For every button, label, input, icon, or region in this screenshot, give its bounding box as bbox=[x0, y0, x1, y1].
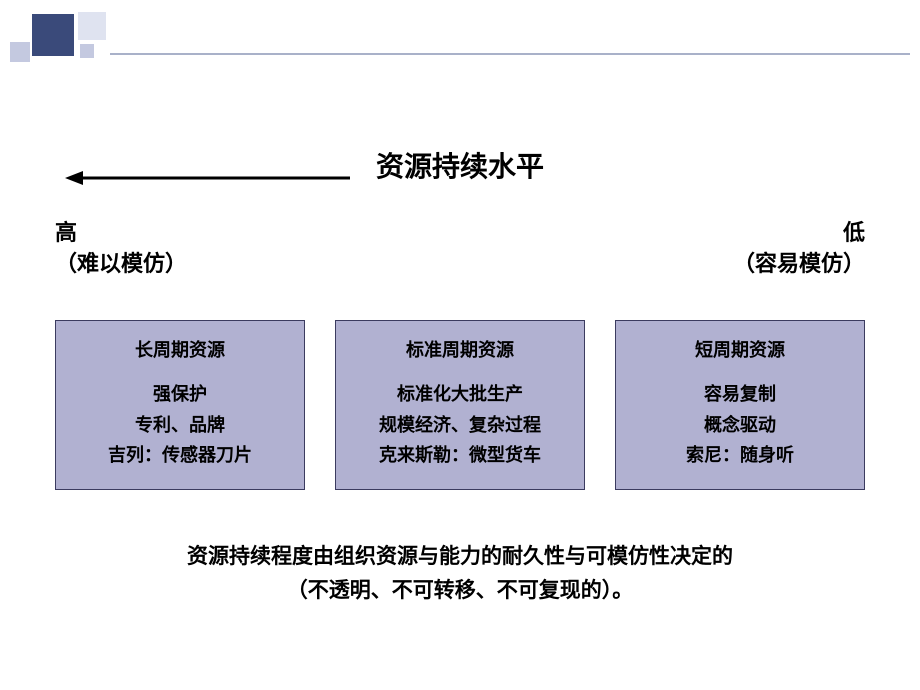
box-line: 容易复制 bbox=[622, 379, 858, 410]
box-long-cycle: 长周期资源 强保护 专利、品牌 吉列：传感器刀片 bbox=[55, 320, 305, 490]
decor-line bbox=[0, 0, 920, 70]
box-line: 标准化大批生产 bbox=[342, 379, 578, 410]
bottom-line-2: （不透明、不可转移、不可复现的）。 bbox=[0, 574, 920, 608]
box-short-cycle: 短周期资源 容易复制 概念驱动 索尼：随身听 bbox=[615, 320, 865, 490]
axis-right-label: 低 （容易模仿） bbox=[733, 218, 865, 280]
box-title: 短周期资源 bbox=[622, 335, 858, 366]
box-title: 标准周期资源 bbox=[342, 335, 578, 366]
slide-decoration bbox=[0, 0, 920, 70]
box-title: 长周期资源 bbox=[62, 335, 298, 366]
box-line: 索尼：随身听 bbox=[622, 440, 858, 471]
axis: 资源持续水平 bbox=[55, 140, 865, 210]
box-line: 概念驱动 bbox=[622, 410, 858, 441]
axis-right-1: 低 bbox=[733, 218, 865, 249]
bottom-caption: 资源持续程度由组织资源与能力的耐久性与可模仿性决定的 （不透明、不可转移、不可复… bbox=[0, 540, 920, 607]
axis-end-labels: 高 （难以模仿） 低 （容易模仿） bbox=[55, 218, 865, 280]
box-standard-cycle: 标准周期资源 标准化大批生产 规模经济、复杂过程 克来斯勒：微型货车 bbox=[335, 320, 585, 490]
axis-title: 资源持续水平 bbox=[350, 145, 570, 185]
boxes-row: 长周期资源 强保护 专利、品牌 吉列：传感器刀片 标准周期资源 标准化大批生产 … bbox=[55, 320, 865, 490]
box-line: 克来斯勒：微型货车 bbox=[342, 440, 578, 471]
axis-left-1: 高 bbox=[55, 218, 187, 249]
box-line: 专利、品牌 bbox=[62, 410, 298, 441]
bottom-line-1: 资源持续程度由组织资源与能力的耐久性与可模仿性决定的 bbox=[0, 540, 920, 574]
box-line: 规模经济、复杂过程 bbox=[342, 410, 578, 441]
axis-right-2: （容易模仿） bbox=[733, 249, 865, 280]
box-line: 强保护 bbox=[62, 379, 298, 410]
axis-left-2: （难以模仿） bbox=[55, 249, 187, 280]
axis-arrow bbox=[65, 168, 365, 188]
box-line: 吉列：传感器刀片 bbox=[62, 440, 298, 471]
axis-left-label: 高 （难以模仿） bbox=[55, 218, 187, 280]
